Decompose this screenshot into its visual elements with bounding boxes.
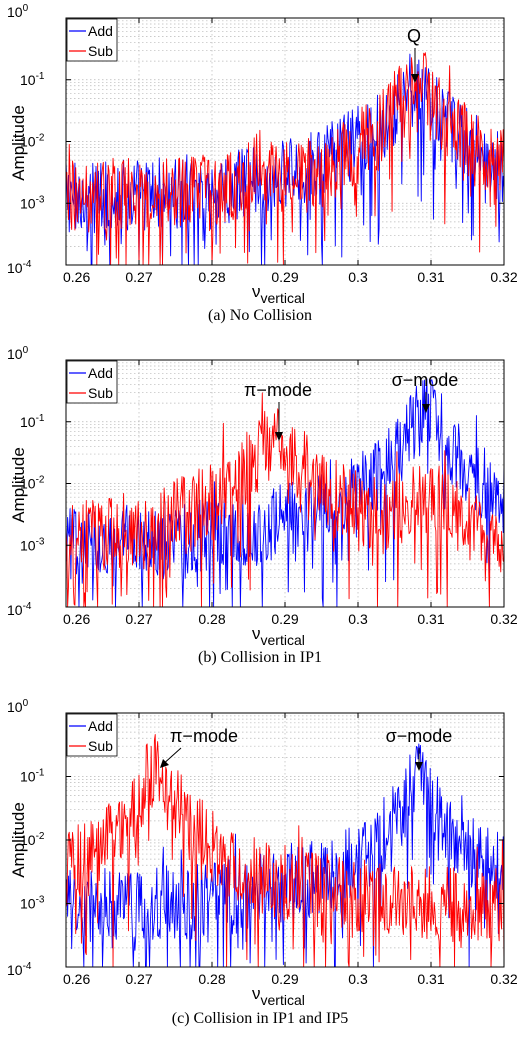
x-tick-label-c: 0.26 xyxy=(63,971,90,987)
y-tick-label-a: 10-1 xyxy=(20,71,45,88)
panel-c: 0.27 0.28 0.29 0.3 0.31 0.320.2610-310-210-1 … xyxy=(7,698,518,1027)
ticks-b: 0.27 0.28 0.29 0.3 0.31 0.32 0.26 10-3 10-2 10-1 xyxy=(20,359,518,627)
annotation-sigma-mode-arrowhead-c xyxy=(415,762,423,771)
y-axis-label-c: Amplitude xyxy=(9,802,28,878)
legend-label-add-a: Add xyxy=(88,23,113,39)
legend-c: Add Sub xyxy=(66,713,118,757)
x-tick-label-c: 0.32 xyxy=(490,971,517,987)
y-tick-label-b: 10-3 xyxy=(20,536,45,553)
caption-b: (b) Collision in IP1 xyxy=(198,649,322,666)
x-tick-label-b: 0.29 xyxy=(271,611,298,627)
traces-c xyxy=(65,734,505,968)
y-tick-bottom-b: 10-4 xyxy=(7,601,32,618)
legend-a: Add Sub xyxy=(66,18,118,62)
legend-box-a xyxy=(66,18,118,62)
annotation-q: Q xyxy=(407,26,421,83)
x-tick-label-b: 0.32 xyxy=(490,611,517,627)
annotation-q-arrowhead xyxy=(411,74,419,83)
y-tick-bottom-c: 10-4 xyxy=(7,961,32,978)
panel-b: 0.27 0.28 0.29 0.3 0.31 0.320.2610-310-210-1 … xyxy=(7,345,518,666)
legend-label-add-b: Add xyxy=(88,365,113,381)
series-sub-line-c xyxy=(65,734,505,968)
x-tick-label-b: 0.31 xyxy=(417,611,444,627)
annotation-pi-mode-b: π−mode xyxy=(244,380,312,441)
legend-box-c xyxy=(66,713,118,757)
x-tick-label-c: 0.28 xyxy=(198,971,225,987)
x-tick-label-a: 0.31 xyxy=(417,269,444,285)
x-tick-label-c: 0.29 xyxy=(271,971,298,987)
x-axis-label-b: νvertical xyxy=(252,624,305,648)
y-tick-label-a: 10-2 xyxy=(20,133,45,150)
y-tick-label-c: 10-1 xyxy=(20,768,45,785)
x-tick-label-a: 0.32 xyxy=(490,269,517,285)
ticks-a: 0.27 0.28 0.29 0.3 0.31 0.32 0.26 10-3 10-2 10-1 xyxy=(20,17,518,285)
annotation-pi-mode-c: π−mode xyxy=(160,726,238,768)
grid-a xyxy=(66,18,504,265)
annotation-sigma-mode-arrowhead-b xyxy=(422,404,430,413)
legend-label-add-c: Add xyxy=(88,718,113,734)
x-tick-label-a: 0.3 xyxy=(348,269,368,285)
y-tick-label-b: 10-1 xyxy=(20,413,45,430)
legend-b: Add Sub xyxy=(66,360,118,404)
annotation-q-label: Q xyxy=(407,26,421,46)
x-tick-label-a: 0.28 xyxy=(198,269,225,285)
traces-b xyxy=(65,378,505,608)
annotation-pi-mode-arrowhead-c xyxy=(160,759,169,768)
caption-c: (c) Collision in IP1 and IP5 xyxy=(172,1010,348,1027)
x-tick-label-b: 0.28 xyxy=(198,611,225,627)
y-tick-top-b: 100 xyxy=(7,345,29,362)
x-tick-label-b: 0.27 xyxy=(125,611,152,627)
ticks-c: 0.27 0.28 0.29 0.3 0.31 0.32 0.26 10-3 10-2 10-1 xyxy=(20,712,518,987)
x-tick-label-c: 0.27 xyxy=(125,971,152,987)
y-tick-label-a: 10-3 xyxy=(20,194,45,211)
caption-a: (a) No Collision xyxy=(208,307,312,324)
x-tick-label-b: 0.3 xyxy=(348,611,368,627)
x-tick-label-c: 0.3 xyxy=(348,971,368,987)
annotation-pi-mode-label-c: π−mode xyxy=(170,726,238,746)
x-tick-label-b: 0.26 xyxy=(63,611,90,627)
annotation-sigma-mode-label-c: σ−mode xyxy=(386,726,453,746)
y-axis-label-a: Amplitude xyxy=(9,105,28,181)
y-tick-label-c: 10-3 xyxy=(20,895,45,912)
x-axis-label-a: νvertical xyxy=(252,282,305,306)
x-tick-label-a: 0.27 xyxy=(125,269,152,285)
x-tick-label-c: 0.31 xyxy=(417,971,444,987)
annotation-sigma-mode-label-b: σ−mode xyxy=(392,370,459,390)
annotation-sigma-mode-b: σ−mode xyxy=(392,370,459,413)
x-axis-label-c: νvertical xyxy=(252,984,305,1008)
annotation-sigma-mode-c: σ−mode xyxy=(386,726,453,771)
annotation-pi-mode-arrowhead-b xyxy=(275,432,283,441)
legend-label-sub-b: Sub xyxy=(88,385,113,401)
legend-label-sub-c: Sub xyxy=(88,738,113,754)
panel-a: 0.27 0.28 0.29 0.3 0.31 0.320.2610-310-210-1 … xyxy=(7,3,518,324)
legend-box-b xyxy=(66,360,118,404)
y-tick-top-a: 100 xyxy=(7,3,29,20)
y-tick-top-c: 100 xyxy=(7,698,29,715)
y-tick-bottom-a: 10-4 xyxy=(7,259,32,276)
y-tick-label-b: 10-2 xyxy=(20,475,45,492)
x-tick-label-a: 0.29 xyxy=(271,269,298,285)
y-axis-label-b: Amplitude xyxy=(9,447,28,523)
annotation-pi-mode-label-b: π−mode xyxy=(244,380,312,400)
x-tick-label-a: 0.26 xyxy=(63,269,90,285)
legend-label-sub-a: Sub xyxy=(88,43,113,59)
series-sub-line-b xyxy=(65,392,505,608)
y-tick-label-c: 10-2 xyxy=(20,831,45,848)
